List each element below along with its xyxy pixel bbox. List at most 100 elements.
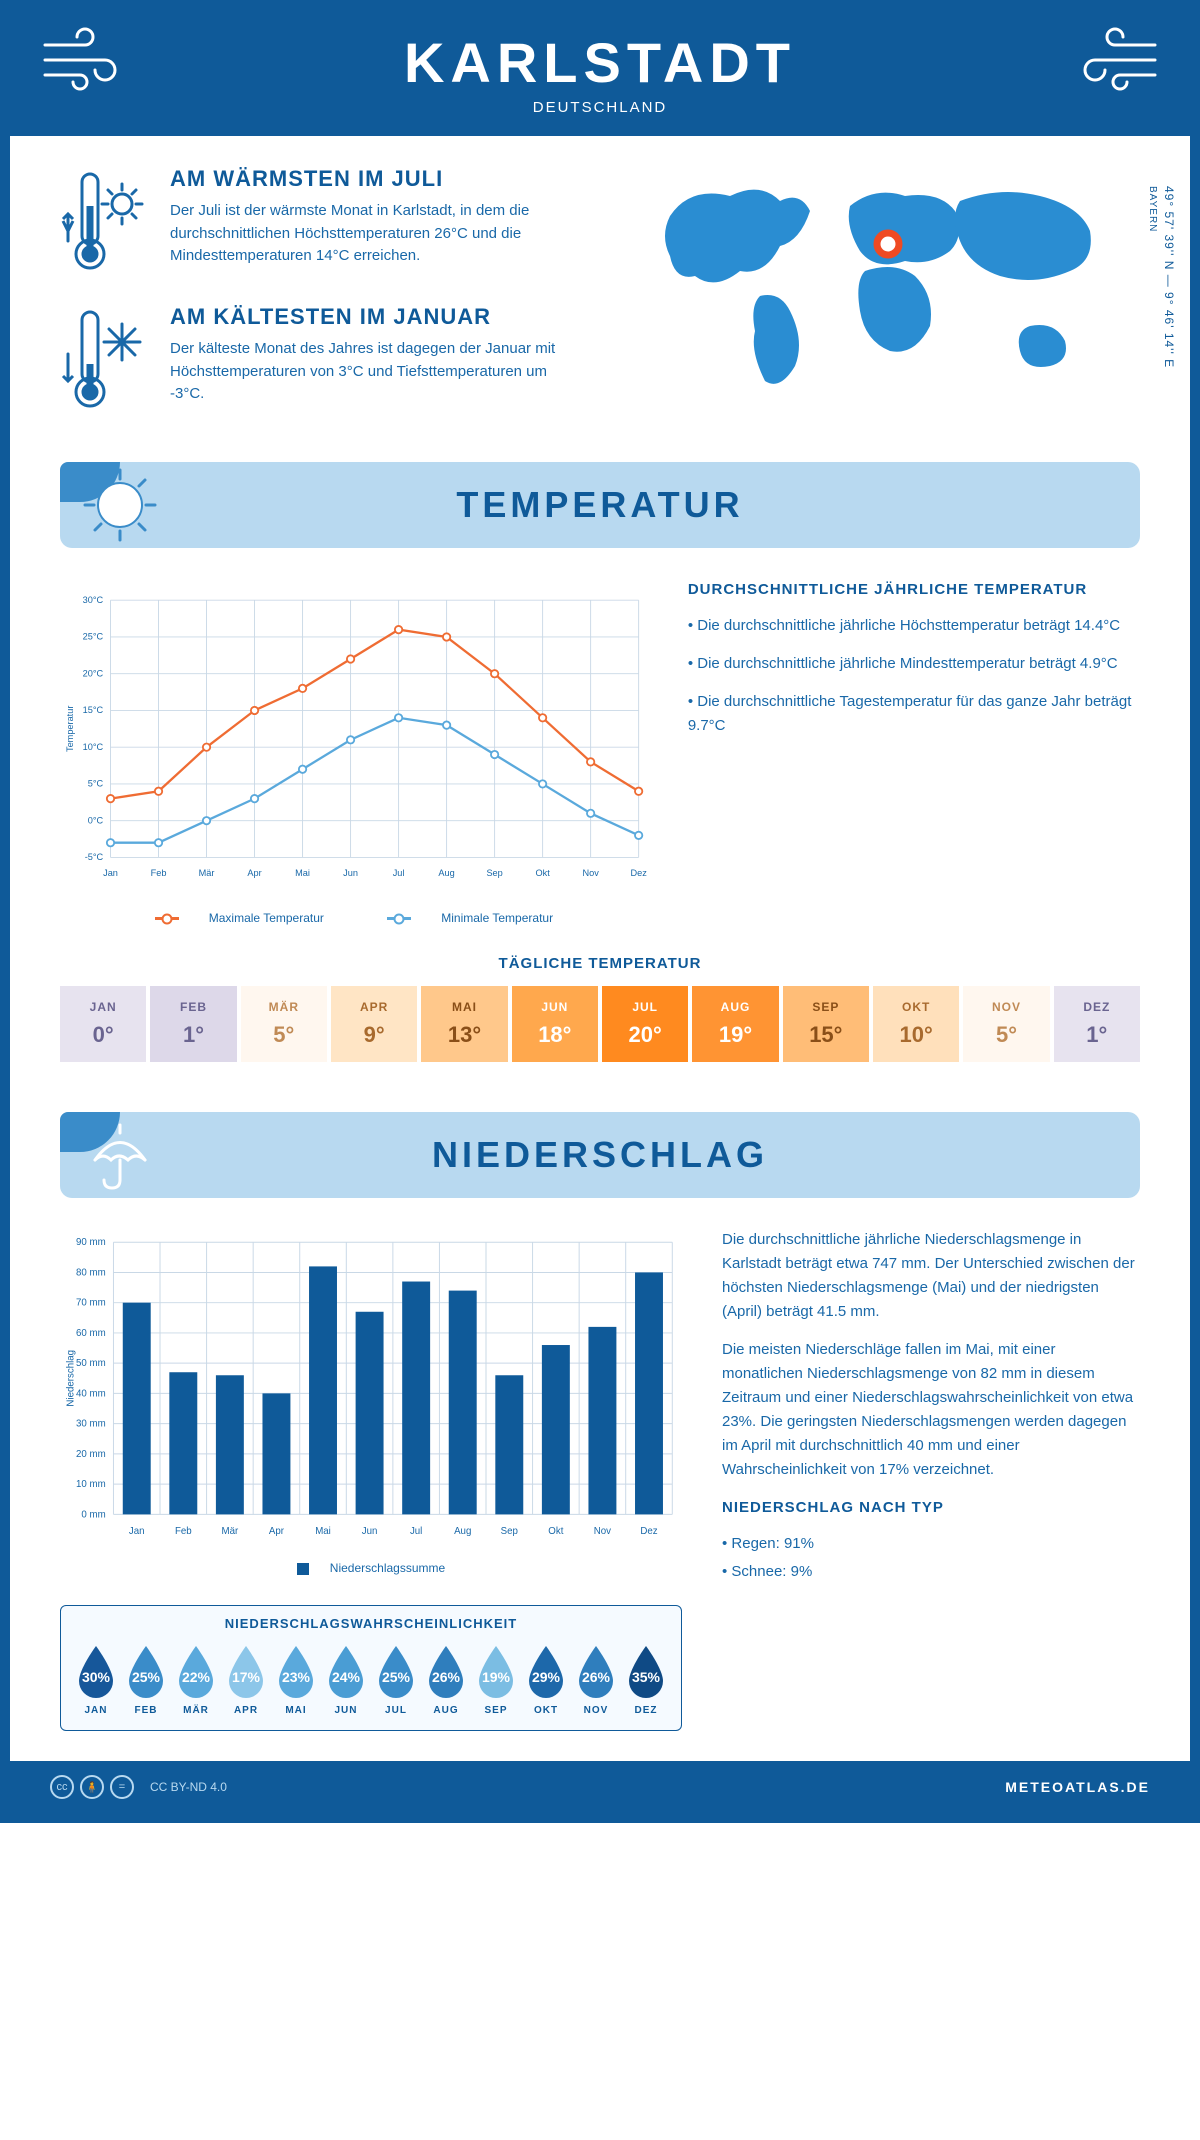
probability-drop: 30%JAN xyxy=(71,1641,121,1716)
svg-text:70 mm: 70 mm xyxy=(76,1298,106,1309)
coords-label: 49° 57' 39'' N — 9° 46' 14'' E xyxy=(1162,186,1176,368)
svg-text:90 mm: 90 mm xyxy=(76,1237,106,1248)
daily-temp-cell: APR9° xyxy=(331,986,417,1062)
probability-drop: 24%JUN xyxy=(321,1641,371,1716)
svg-text:30°C: 30°C xyxy=(83,595,104,605)
site-name: METEOATLAS.DE xyxy=(1005,1779,1150,1795)
svg-text:Dez: Dez xyxy=(630,868,647,878)
daily-temp-cell: SEP15° xyxy=(783,986,869,1062)
probability-title: NIEDERSCHLAGSWAHRSCHEINLICHKEIT xyxy=(61,1606,681,1641)
svg-text:0°C: 0°C xyxy=(88,815,104,825)
svg-text:Mär: Mär xyxy=(199,868,215,878)
probability-drop: 26%NOV xyxy=(571,1641,621,1716)
daily-temp-cell: JUN18° xyxy=(512,986,598,1062)
svg-text:Nov: Nov xyxy=(594,1526,611,1537)
temperature-chart: -5°C0°C5°C10°C15°C20°C25°C30°CJanFebMärA… xyxy=(60,578,648,925)
daily-temp-title: TÄGLICHE TEMPERATUR xyxy=(60,955,1140,972)
svg-text:Sep: Sep xyxy=(501,1526,518,1537)
svg-text:Jun: Jun xyxy=(343,868,358,878)
svg-text:40 mm: 40 mm xyxy=(76,1388,106,1399)
daily-temp-cell: NOV5° xyxy=(963,986,1049,1062)
warmest-title: AM WÄRMSTEN IM JULI xyxy=(170,166,580,192)
world-map: BAYERN 49° 57' 39'' N — 9° 46' 14'' E xyxy=(620,166,1140,442)
city-title: KARLSTADT xyxy=(50,30,1150,95)
license-icons: cc 🧍 = CC BY-ND 4.0 xyxy=(50,1775,227,1799)
nd-icon: = xyxy=(110,1775,134,1799)
top-info-row: AM WÄRMSTEN IM JULI Der Juli ist der wär… xyxy=(60,166,1140,442)
temperature-section-header: TEMPERATUR xyxy=(60,462,1140,548)
svg-text:15°C: 15°C xyxy=(83,705,104,715)
svg-text:Aug: Aug xyxy=(438,868,454,878)
temperature-legend: Maximale Temperatur Minimale Temperatur xyxy=(60,911,648,925)
svg-text:Mai: Mai xyxy=(315,1526,331,1537)
svg-text:10 mm: 10 mm xyxy=(76,1479,106,1490)
svg-text:Jan: Jan xyxy=(103,868,118,878)
license-text: CC BY-ND 4.0 xyxy=(150,1780,227,1794)
precip-type-title: NIEDERSCHLAG NACH TYP xyxy=(722,1496,1140,1520)
probability-drop: 29%OKT xyxy=(521,1641,571,1716)
svg-text:Okt: Okt xyxy=(535,868,550,878)
temp-info-title: DURCHSCHNITTLICHE JÄHRLICHE TEMPERATUR xyxy=(688,578,1140,602)
svg-text:5°C: 5°C xyxy=(88,779,104,789)
coldest-text: Der kälteste Monat des Jahres ist dagege… xyxy=(170,338,580,406)
daily-temp-cell: OKT10° xyxy=(873,986,959,1062)
svg-text:Aug: Aug xyxy=(454,1526,471,1537)
probability-drop: 26%AUG xyxy=(421,1641,471,1716)
svg-text:Apr: Apr xyxy=(269,1526,285,1537)
svg-text:25°C: 25°C xyxy=(83,632,104,642)
country-label: DEUTSCHLAND xyxy=(50,99,1150,116)
svg-text:Temperatur: Temperatur xyxy=(65,706,75,752)
region-label: BAYERN xyxy=(1147,186,1158,232)
svg-text:20 mm: 20 mm xyxy=(76,1449,106,1460)
svg-text:Jun: Jun xyxy=(362,1526,378,1537)
probability-drop: 22%MÄR xyxy=(171,1641,221,1716)
svg-text:60 mm: 60 mm xyxy=(76,1328,106,1339)
probability-drop: 35%DEZ xyxy=(621,1641,671,1716)
svg-text:Jul: Jul xyxy=(410,1526,422,1537)
precipitation-section-header: NIEDERSCHLAG xyxy=(60,1112,1140,1198)
svg-text:Apr: Apr xyxy=(247,868,261,878)
svg-text:Mai: Mai xyxy=(295,868,310,878)
svg-text:Sep: Sep xyxy=(486,868,502,878)
page-container: KARLSTADT DEUTSCHLAND AM WÄRMSTEN IM JUL… xyxy=(0,0,1200,1823)
probability-drop: 17%APR xyxy=(221,1641,271,1716)
precipitation-info: Die durchschnittliche jährliche Niedersc… xyxy=(722,1228,1140,1731)
svg-text:30 mm: 30 mm xyxy=(76,1419,106,1430)
svg-text:50 mm: 50 mm xyxy=(76,1358,106,1369)
probability-drop: 25%JUL xyxy=(371,1641,421,1716)
svg-text:Okt: Okt xyxy=(548,1526,563,1537)
probability-box: NIEDERSCHLAGSWAHRSCHEINLICHKEIT 30%JAN25… xyxy=(60,1605,682,1731)
daily-temp-cell: FEB1° xyxy=(150,986,236,1062)
svg-text:Niederschlag: Niederschlag xyxy=(66,1350,77,1407)
svg-text:Mär: Mär xyxy=(222,1526,239,1537)
cc-icon: cc xyxy=(50,1775,74,1799)
svg-text:20°C: 20°C xyxy=(83,668,104,678)
svg-text:-5°C: -5°C xyxy=(85,852,104,862)
header: KARLSTADT DEUTSCHLAND xyxy=(10,10,1190,136)
thermometer-cold-icon xyxy=(60,304,150,414)
temperature-info: DURCHSCHNITTLICHE JÄHRLICHE TEMPERATUR •… xyxy=(688,578,1140,925)
wind-icon xyxy=(40,20,140,100)
precipitation-chart: 0 mm10 mm20 mm30 mm40 mm50 mm60 mm70 mm8… xyxy=(60,1228,682,1731)
daily-temp-cell: JUL20° xyxy=(602,986,688,1062)
svg-text:0 mm: 0 mm xyxy=(81,1509,105,1520)
daily-temp-cell: DEZ1° xyxy=(1054,986,1140,1062)
precipitation-title: NIEDERSCHLAG xyxy=(100,1134,1100,1176)
coldest-fact: AM KÄLTESTEN IM JANUAR Der kälteste Mona… xyxy=(60,304,580,414)
svg-text:Nov: Nov xyxy=(582,868,599,878)
svg-text:Jan: Jan xyxy=(129,1526,145,1537)
probability-drop: 23%MAI xyxy=(271,1641,321,1716)
wind-icon xyxy=(1060,20,1160,100)
probability-drop: 25%FEB xyxy=(121,1641,171,1716)
umbrella-icon xyxy=(80,1115,160,1195)
temperature-title: TEMPERATUR xyxy=(100,484,1100,526)
by-icon: 🧍 xyxy=(80,1775,104,1799)
daily-temp-grid: JAN0°FEB1°MÄR5°APR9°MAI13°JUN18°JUL20°AU… xyxy=(60,986,1140,1062)
daily-temp-cell: AUG19° xyxy=(692,986,778,1062)
coldest-title: AM KÄLTESTEN IM JANUAR xyxy=(170,304,580,330)
svg-text:10°C: 10°C xyxy=(83,742,104,752)
probability-drop: 19%SEP xyxy=(471,1641,521,1716)
thermometer-hot-icon xyxy=(60,166,150,276)
precipitation-legend: Niederschlagssumme xyxy=(60,1561,682,1575)
daily-temp-cell: JAN0° xyxy=(60,986,146,1062)
